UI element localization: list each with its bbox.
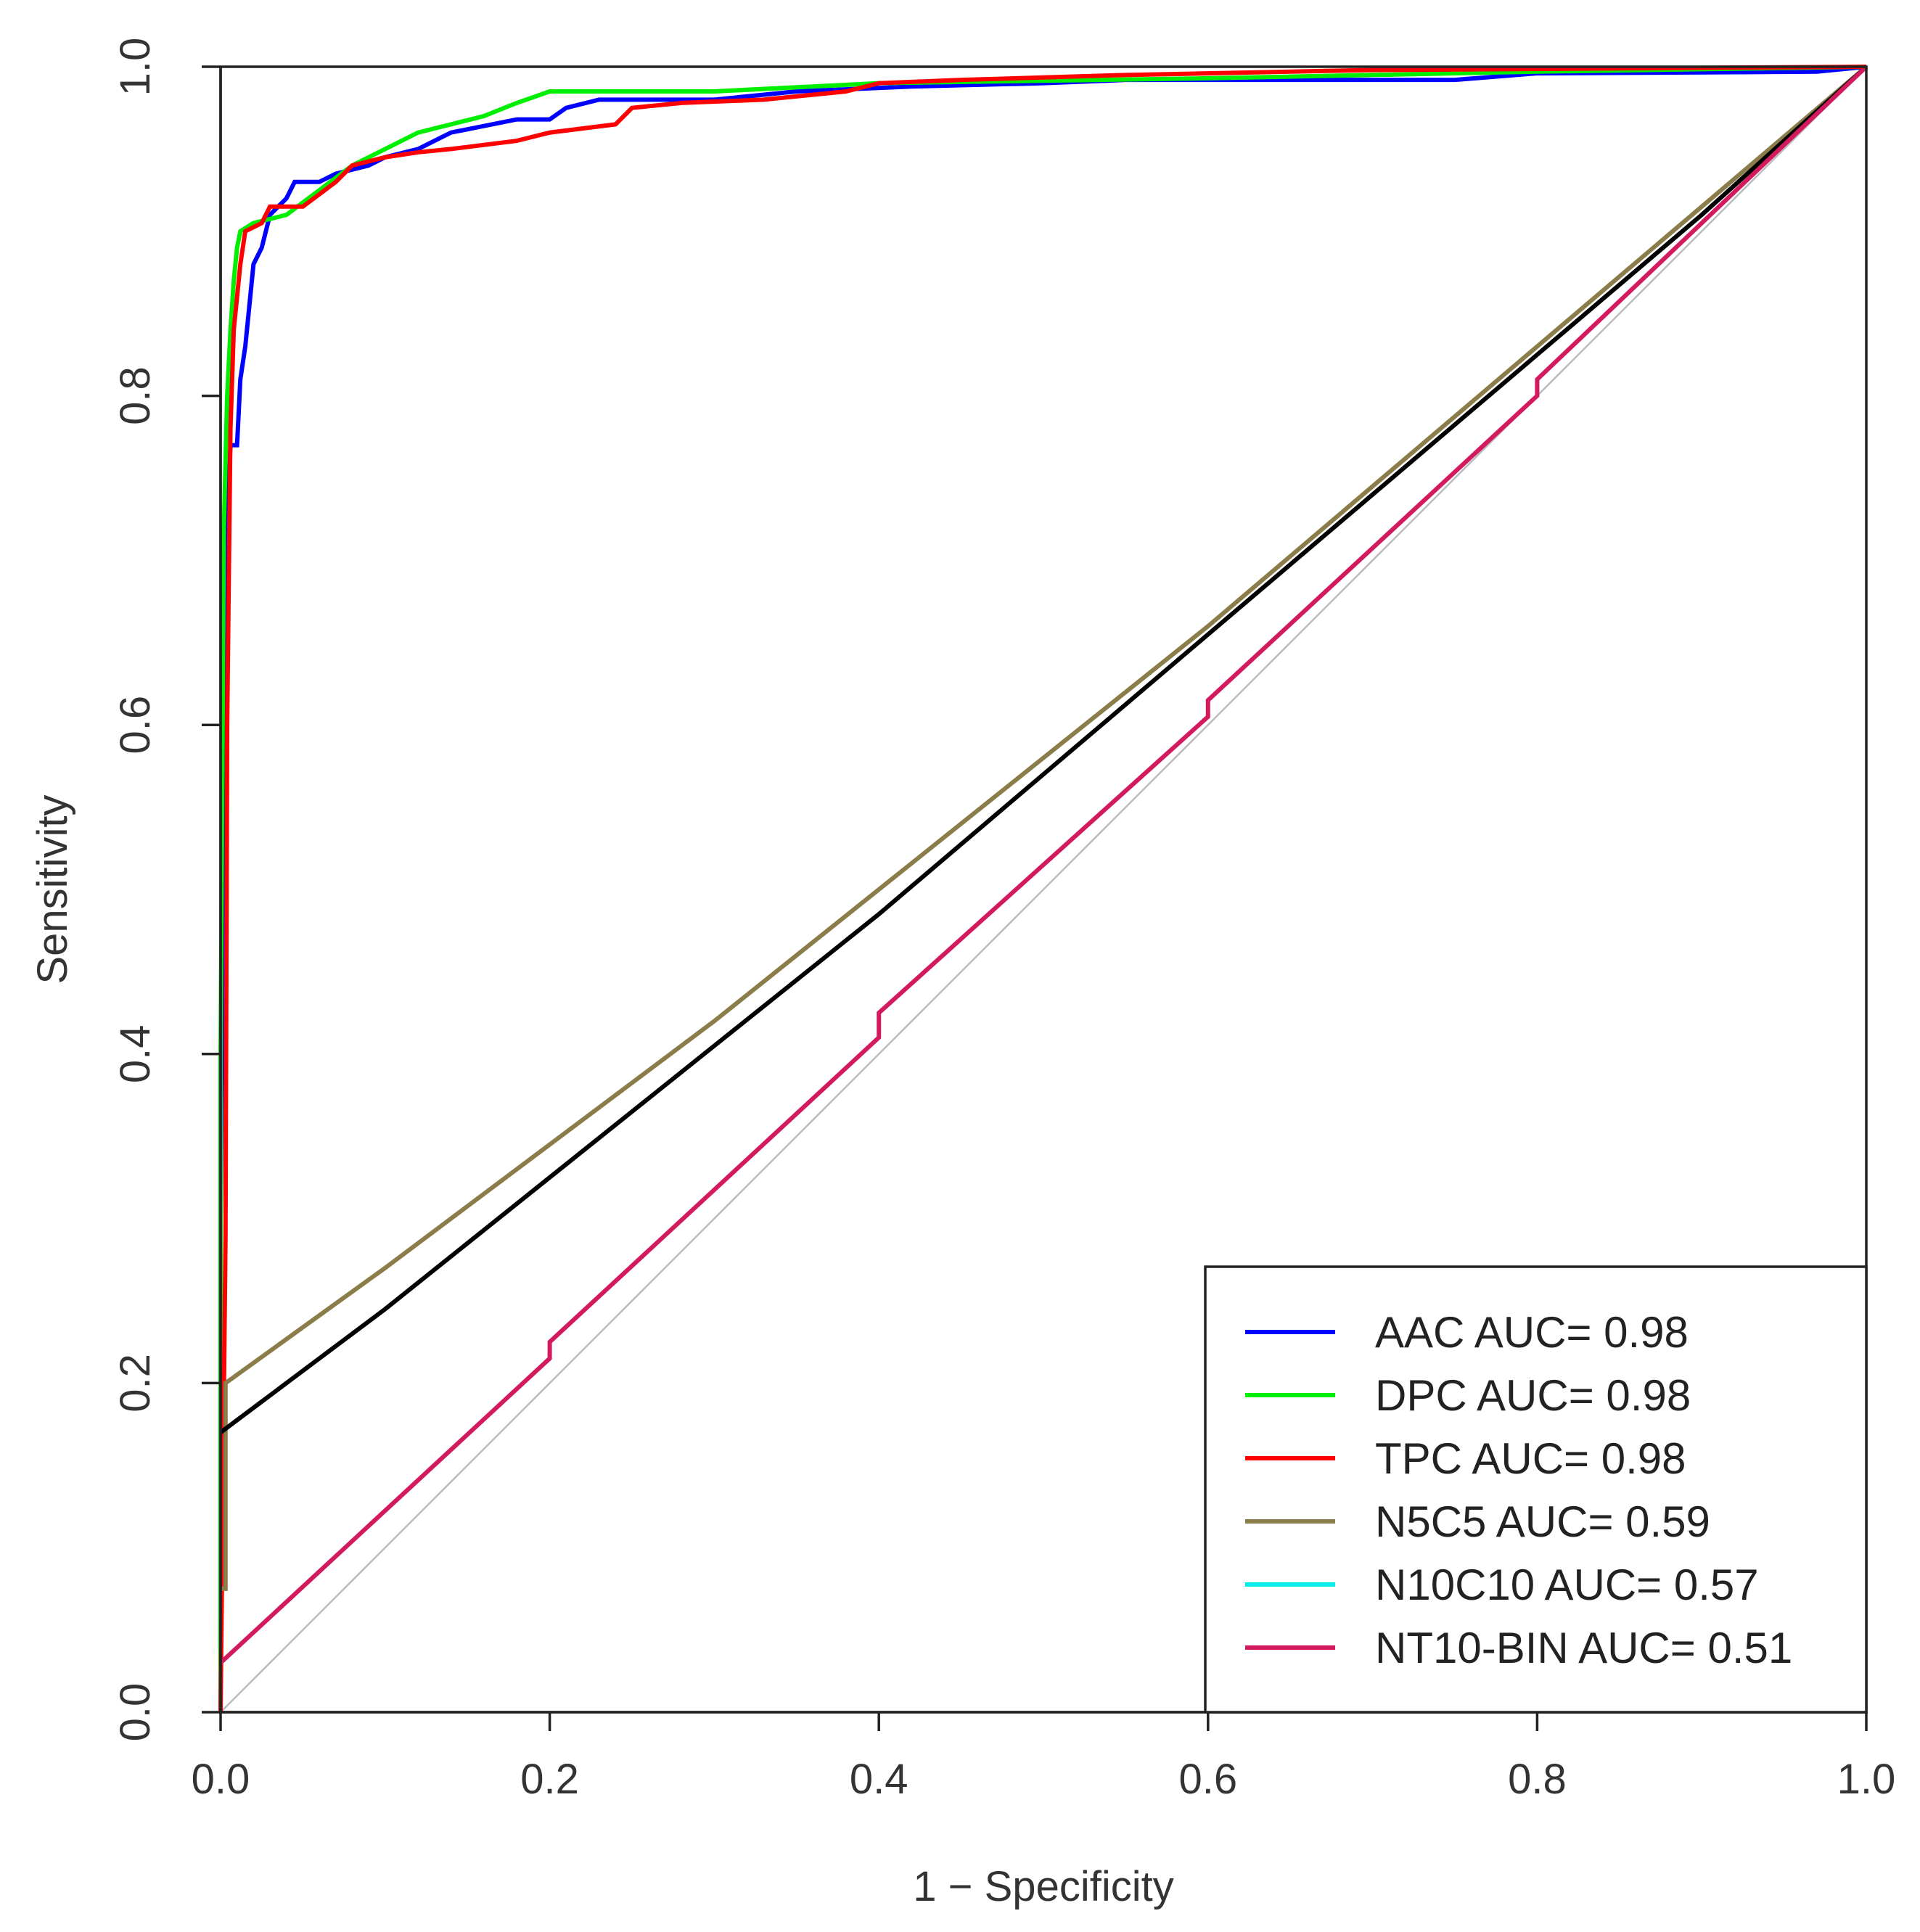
y-tick-label: 0.4 (112, 1024, 159, 1083)
y-tick-label: 0.2 (112, 1354, 159, 1413)
series-layer (218, 65, 1868, 1713)
y-tick-label: 0.6 (112, 696, 159, 755)
reference-diagonal-line (220, 66, 1867, 1713)
x-tick-label: 1.0 (1837, 1756, 1896, 1803)
y-axis: 0.0 0.2 0.4 0.6 0.8 1.0 (112, 38, 222, 1742)
y-axis-label: Sensitivity (29, 794, 76, 984)
x-tick-label: 0.0 (192, 1756, 250, 1803)
series-line-tpc (218, 65, 1867, 1713)
y-tick-label: 0.8 (112, 366, 159, 425)
x-tick-label: 0.4 (850, 1756, 908, 1803)
series-line-n5c5 (221, 65, 1868, 1591)
legend-label-n10c10: N10C10 AUC= 0.57 (1375, 1561, 1759, 1609)
legend-box (1204, 1265, 1868, 1714)
legend-label-aac: AAC AUC= 0.98 (1375, 1308, 1689, 1357)
x-tick-label: 0.8 (1508, 1756, 1567, 1803)
x-tick-label: 0.2 (520, 1756, 579, 1803)
series-line-nt10-bin (218, 65, 1868, 1665)
series-line-unlabeled-5 (219, 65, 1868, 1434)
reference-diagonal-layer (220, 66, 1867, 1713)
y-tick-label: 0.0 (112, 1683, 159, 1742)
legend-label-n5c5: N5C5 AUC= 0.59 (1375, 1497, 1710, 1546)
legend-label-nt10-bin: NT10-BIN AUC= 0.51 (1375, 1624, 1792, 1672)
y-tick-label: 1.0 (112, 38, 159, 96)
x-axis-label: 1 − Specificity (913, 1863, 1173, 1910)
legend-label-tpc: TPC AUC= 0.98 (1375, 1434, 1686, 1483)
x-tick-label: 0.6 (1178, 1756, 1237, 1803)
legend: AAC AUC= 0.98 DPC AUC= 0.98 TPC AUC= 0.98 N… (1204, 1265, 1868, 1714)
legend-label-dpc: DPC AUC= 0.98 (1375, 1371, 1691, 1420)
x-axis: 0.0 0.2 0.4 0.6 0.8 1.0 (192, 1711, 1896, 1803)
